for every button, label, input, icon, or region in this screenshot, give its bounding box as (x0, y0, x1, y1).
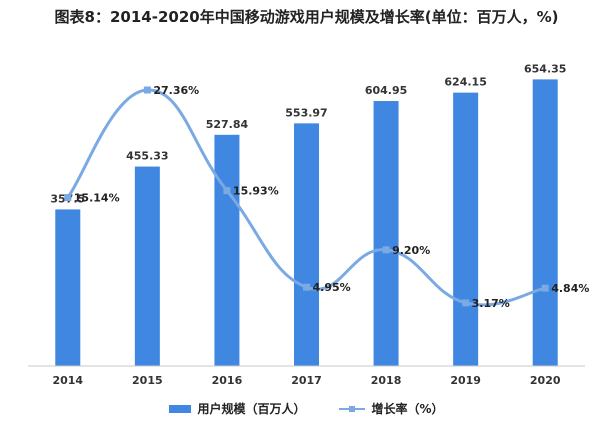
x-tick-2019: 2019 (450, 374, 481, 387)
bar-2018 (373, 101, 399, 367)
legend-item-growth: 增长率（%） (339, 400, 444, 417)
bar-label-2018: 604.95 (365, 84, 407, 97)
growth-label-2016: 15.93% (233, 185, 279, 198)
bar-2017 (294, 123, 319, 366)
growth-marker-2019 (462, 299, 470, 307)
bar-label-2016: 527.84 (206, 118, 249, 131)
x-tick-2020: 2020 (530, 374, 561, 387)
bar-2016 (214, 134, 240, 366)
growth-labels: 15.14% 27.36% 15.93% 4.95% 9.20% 3.17% 4.84% (74, 84, 590, 310)
x-ticks: 2014 2015 2016 2017 2018 2019 2020 (52, 374, 560, 387)
bar-labels: 357.5455.33527.84553.97604.95624.15654.3… (50, 62, 566, 205)
growth-marker-2016 (223, 187, 231, 195)
legend-bar-swatch (169, 404, 192, 413)
legend-label-growth: 增长率（%） (371, 402, 444, 416)
bar-2015 (134, 166, 160, 366)
x-tick-2014: 2014 (52, 374, 83, 387)
growth-marker-2015 (143, 86, 151, 94)
bar-2020 (532, 79, 558, 366)
bar-label-2015: 455.33 (126, 150, 168, 163)
growth-marker-2020 (541, 284, 549, 292)
legend: 用户规模（百万人） 增长率（%） (0, 400, 613, 417)
growth-label-2018: 9.20% (392, 244, 430, 257)
growth-marker-2018 (382, 246, 390, 254)
x-tick-2016: 2016 (212, 374, 243, 387)
bar-label-2019: 624.15 (444, 76, 486, 89)
growth-label-2019: 3.17% (472, 297, 510, 310)
growth-markers (64, 86, 549, 307)
x-tick-2015: 2015 (132, 374, 163, 387)
legend-item-users: 用户规模（百万人） (169, 400, 305, 417)
growth-label-2015: 27.36% (153, 84, 199, 97)
x-tick-2017: 2017 (291, 374, 322, 387)
chart-title: 图表8：2014-2020年中国移动游戏用户规模及增长率(单位：百万人，%) (54, 8, 559, 26)
legend-label-users: 用户规模（百万人） (197, 402, 306, 416)
growth-marker-2014 (64, 194, 72, 202)
growth-label-2014: 15.14% (74, 192, 120, 205)
legend-line-swatch (339, 404, 366, 414)
bar-2019 (453, 92, 479, 366)
bars (55, 79, 558, 367)
bar-label-2017: 553.97 (285, 106, 327, 119)
bar-label-2020: 654.35 (524, 62, 566, 75)
growth-marker-2017 (303, 283, 310, 291)
growth-label-2020: 4.84% (551, 282, 589, 295)
bar-2014 (55, 209, 81, 366)
x-tick-2018: 2018 (371, 374, 402, 387)
growth-label-2017: 4.95% (313, 281, 351, 294)
